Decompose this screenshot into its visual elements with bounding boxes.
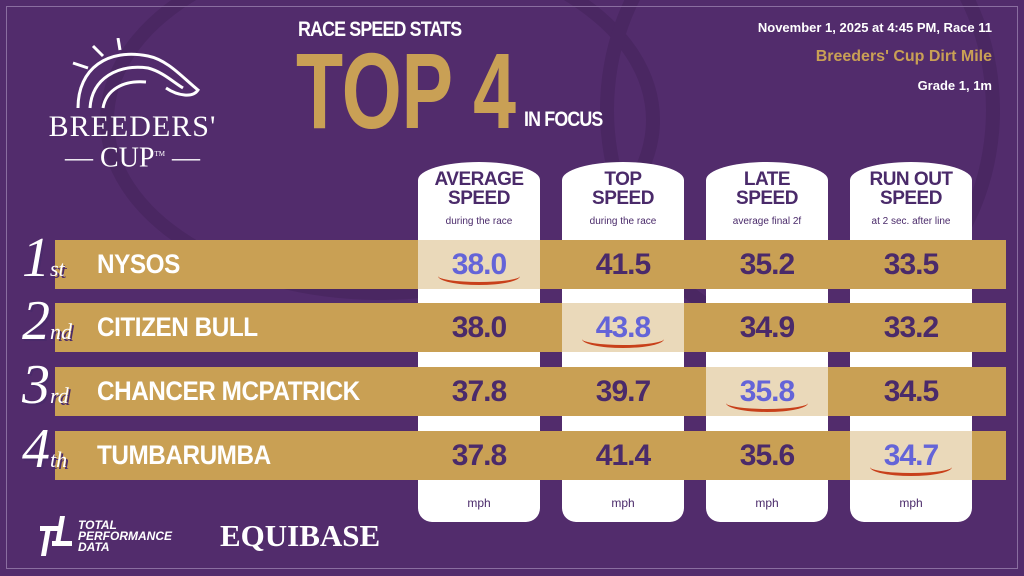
- speed-value: 37.8: [451, 375, 507, 408]
- unit-label: mph: [899, 496, 923, 510]
- speed-value: 37.8: [451, 439, 507, 472]
- table-row: [55, 367, 1006, 416]
- finish-position: 4th: [22, 418, 68, 480]
- finish-position: 2nd: [22, 290, 72, 352]
- column-subtitle: during the race: [589, 216, 657, 227]
- speed-value: 34.9: [739, 311, 795, 344]
- horse-head-icon: [72, 38, 200, 109]
- unit-label: mph: [755, 496, 779, 510]
- main-title-text: TOP 4: [296, 46, 516, 132]
- column-header: AVERAGE SPEED during the race: [418, 170, 540, 231]
- equibase-logo: EQUIBASE: [220, 518, 381, 553]
- horse-name: TUMBARUMBA: [97, 440, 271, 470]
- title-suffix: IN FOCUS: [524, 108, 603, 131]
- logo-text-cup: — CUPTM —: [65, 142, 200, 174]
- speed-value: 43.8: [562, 303, 684, 352]
- unit-label: mph: [611, 496, 635, 510]
- speed-value: 35.8: [706, 367, 828, 416]
- finish-position: 3rd: [22, 354, 69, 416]
- column-subtitle: average final 2f: [732, 216, 802, 227]
- column-subtitle: at 2 sec. after line: [871, 216, 951, 227]
- unit-label: mph: [467, 496, 491, 510]
- speed-value: 41.5: [595, 248, 651, 281]
- tpd-mark-icon: [40, 516, 72, 556]
- speed-value: 39.7: [595, 375, 651, 408]
- speed-value: 38.0: [451, 311, 507, 344]
- speed-value: 35.6: [739, 439, 795, 472]
- race-grade: Grade 1, 1m: [917, 78, 992, 93]
- race-datetime: November 1, 2025 at 4:45 PM, Race 11: [757, 20, 992, 35]
- speed-value: 34.7: [850, 431, 972, 480]
- breeders-cup-logo: BREEDERS' — CUPTM —: [40, 38, 225, 173]
- table-row: [55, 431, 1006, 480]
- table-row: [55, 303, 1006, 352]
- horse-name: CITIZEN BULL: [97, 312, 258, 342]
- tpd-text: TOTAL PERFORMANCE DATA: [78, 517, 173, 554]
- main-title: TOP 4: [296, 46, 516, 132]
- column-header: LATE SPEED average final 2f: [706, 170, 828, 231]
- speed-value: 35.2: [739, 248, 795, 281]
- speed-value: 41.4: [595, 439, 651, 472]
- horse-name: NYSOS: [97, 249, 180, 279]
- speed-value: 38.0: [418, 240, 540, 289]
- horse-name: CHANCER MCPATRICK: [97, 376, 360, 406]
- column-subtitle: during the race: [445, 216, 513, 227]
- total-performance-data-logo: TOTAL PERFORMANCE DATA: [40, 516, 172, 556]
- column-header: RUN OUT SPEED at 2 sec. after line: [850, 170, 972, 231]
- column-header: TOP SPEED during the race: [562, 170, 684, 231]
- logo-text-breeders: BREEDERS': [48, 110, 217, 143]
- speed-value: 33.5: [883, 248, 939, 281]
- kicker-title: RACE SPEED STATS: [298, 18, 462, 41]
- finish-position: 1st: [22, 227, 65, 289]
- speed-value: 33.2: [883, 311, 939, 344]
- speed-value: 34.5: [883, 375, 939, 408]
- race-name: Breeders' Cup Dirt Mile: [815, 48, 992, 65]
